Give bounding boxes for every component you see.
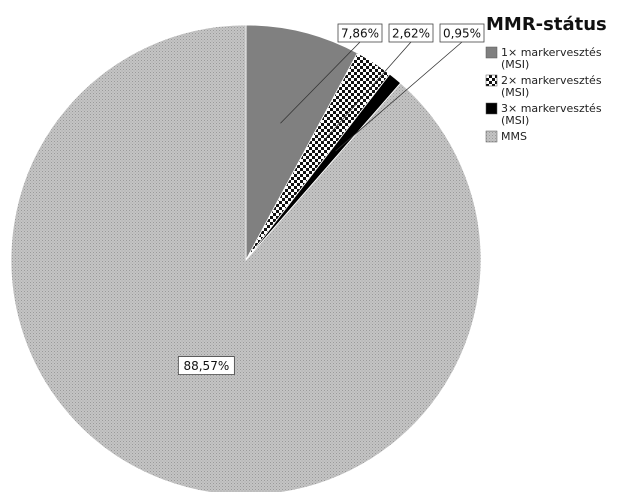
legend-swatch-2: [485, 74, 498, 87]
legend-label-4-line-1: MMS: [501, 130, 527, 143]
data-label-box-2: [388, 23, 434, 43]
data-label-2: 2,62%: [392, 27, 430, 41]
legend-swatch-3: [485, 102, 498, 115]
legend-label-1-line-1: 1× markervesztés: [501, 46, 602, 59]
data-label-4: 88,57%: [183, 359, 229, 373]
legend-title: MMR-státus: [486, 14, 607, 35]
pie-slices: [10, 24, 482, 492]
data-label-box-3: [439, 23, 485, 43]
data-label-box-1: [337, 23, 383, 43]
leader-line-3: [335, 41, 463, 152]
data-label-box-4: [177, 356, 235, 376]
legend-label-1-line-2: (MSI): [501, 58, 529, 71]
legend-label-2-line-2: (MSI): [501, 86, 529, 99]
legend-label-3-line-2: (MSI): [501, 114, 529, 127]
pie-slice-1: [245, 24, 358, 261]
legend-label-2-line-1: 2× markervesztés: [501, 74, 602, 87]
legend-swatch-1: [485, 46, 498, 59]
label-leader-lines: [280, 41, 463, 152]
leader-line-1: [280, 41, 361, 124]
pie-slice-4: [10, 24, 482, 492]
data-label-1: 7,86%: [341, 27, 379, 41]
data-labels: 7,86% 2,62% 0,95% 88,57%: [177, 23, 485, 376]
leader-line-2: [322, 41, 412, 143]
legend-swatch-4: [485, 130, 498, 143]
data-label-3: 0,95%: [443, 27, 481, 41]
legend-label-3-line-1: 3× markervesztés: [501, 102, 602, 115]
legend: MMR-státus 1× markervesztés(MSI)2× marke…: [485, 14, 607, 143]
